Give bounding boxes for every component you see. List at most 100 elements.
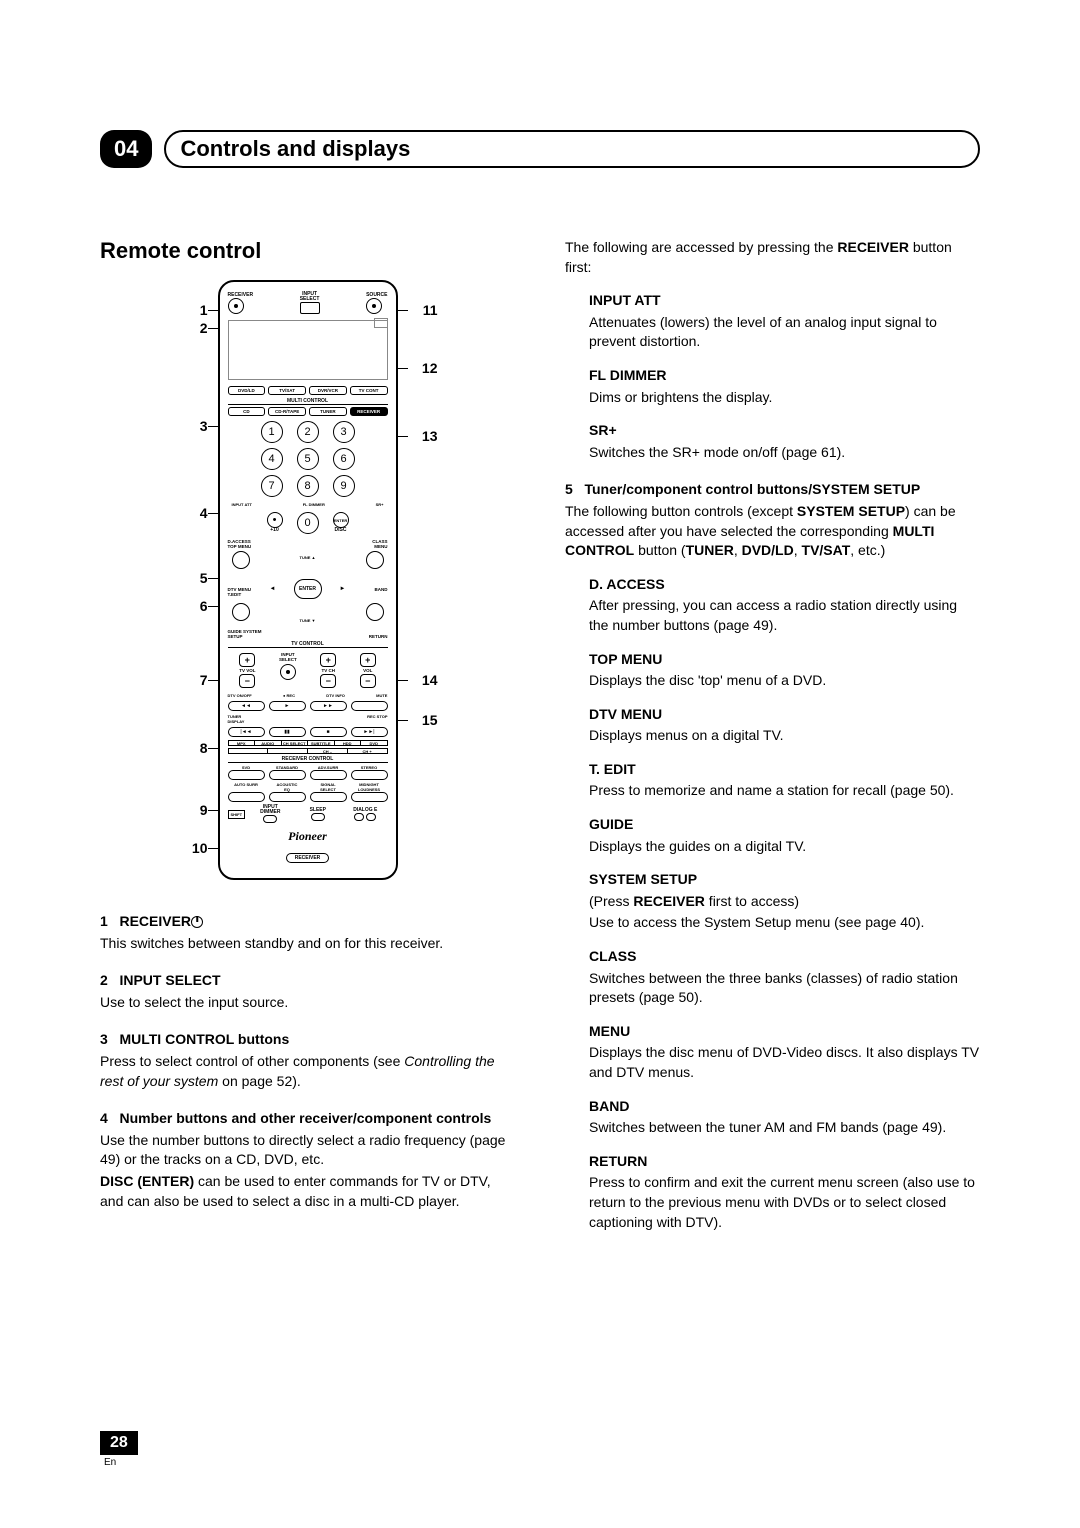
columns: Remote control 1 2 3 4 5 6 7 8 9 10 11 1… <box>100 238 980 1232</box>
remote-diagram: 1 2 3 4 5 6 7 8 9 10 11 12 13 14 15 <box>178 280 438 880</box>
dim-b2 <box>311 813 325 821</box>
chapter-header: 04 Controls and displays <box>100 130 980 168</box>
sub-topmenu: TOP MENU <box>589 650 980 670</box>
callout-2: 2 <box>178 320 208 336</box>
num-5: 5 <box>297 448 319 470</box>
tr-play: ► <box>269 701 306 711</box>
sub-syssetup-p1: (Press RECEIVER first to access) <box>589 892 980 912</box>
vol-dn: − <box>360 674 376 688</box>
lbl-sr: SR+ <box>376 502 384 507</box>
callout-13: 13 <box>422 428 438 444</box>
num-0: 0 <box>297 512 319 534</box>
lbl-rc: RECEIVER CONTROL <box>228 756 388 763</box>
input-select-btn <box>300 302 320 314</box>
tr-next: ►► <box>310 701 347 711</box>
lbl-disc: DISC <box>333 528 349 533</box>
lbl-inpsel2: INPUT SELECT <box>279 652 297 662</box>
rc-b8 <box>351 792 388 802</box>
sub-return-p: Press to confirm and exit the current me… <box>589 1173 980 1232</box>
mc-row1: DVD/LD TV/SAT DVR/VCR TV CONT <box>228 386 388 395</box>
tr-skf: ►►| <box>351 727 388 737</box>
remote-body: RECEIVER INPUT SELECT SOURCE DVD/LD TV/S… <box>218 280 398 880</box>
tr-stop: ■ <box>310 727 347 737</box>
lbl-tvvol: TV VOL <box>239 668 255 673</box>
mc-label: MULTI CONTROL <box>228 398 388 405</box>
lbl-sleep: SLEEP <box>296 808 340 813</box>
rc-l5: AUTO SURR <box>228 782 265 792</box>
item-4-text2: DISC (ENTER) can be used to enter comman… <box>100 1172 515 1211</box>
left-body: 1 RECEIVER This switches between standby… <box>100 912 515 1211</box>
sub-daccess: D. ACCESS <box>589 575 980 595</box>
callout-15: 15 <box>422 712 438 728</box>
rc-b1 <box>228 770 265 780</box>
callout-11: 11 <box>423 302 438 318</box>
tr-pause: ▮▮ <box>269 727 306 737</box>
mc-cdrtape: CD-R/TAPE <box>268 407 306 416</box>
lbl-fldimmer: FL DIMMER <box>303 502 325 507</box>
lbl-band: BAND <box>375 587 388 592</box>
right-column: The following are accessed by pressing t… <box>565 238 980 1232</box>
right-intro: The following are accessed by pressing t… <box>565 238 980 277</box>
lbl-return: RETURN <box>369 634 388 639</box>
num-7: 7 <box>261 475 283 497</box>
sub-sr: SR+ <box>589 421 980 441</box>
lbl-tvcontrol: TV CONTROL <box>228 641 388 648</box>
chapter-number: 04 <box>100 130 152 168</box>
dim-b4 <box>366 813 376 821</box>
tvch-up: + <box>320 653 336 667</box>
num-1: 1 <box>261 421 283 443</box>
dot-btn: • <box>267 512 283 528</box>
lcd-panel <box>228 320 388 380</box>
rc-b7 <box>310 792 347 802</box>
callout-4: 4 <box>178 505 208 521</box>
sub-topmenu-p: Displays the disc 'top' menu of a DVD. <box>589 671 980 691</box>
page-number: 28 <box>100 1431 138 1455</box>
lbl-tvch: TV CH <box>320 668 336 673</box>
ir-window <box>374 318 388 328</box>
sub-syssetup-p2: Use to access the System Setup menu (see… <box>589 913 980 933</box>
item-1-text: This switches between standby and on for… <box>100 934 515 954</box>
lbl-tunerdisp: TUNER DISPLAY <box>228 714 245 724</box>
tr-prev: ◄◄ <box>228 701 265 711</box>
mc-receiver: RECEIVER <box>350 407 388 416</box>
lbl-dtvonoff: DTV ON/OFF <box>228 693 252 698</box>
rc-b4 <box>351 770 388 780</box>
sub-menu-p: Displays the disc menu of DVD-Video disc… <box>589 1043 980 1082</box>
item-4-head: 4 Number buttons and other receiver/comp… <box>100 1109 515 1129</box>
lbl-source: SOURCE <box>366 293 387 298</box>
item-1-head: 1 RECEIVER <box>100 912 515 932</box>
item-3-head: 3 MULTI CONTROL buttons <box>100 1030 515 1050</box>
mc-dvdld: DVD/LD <box>228 386 266 395</box>
sub-dtvmenu-p: Displays menus on a digital TV. <box>589 726 980 746</box>
lbl-dimmer2: INPUT DIMMER <box>248 805 292 815</box>
arc-bl <box>232 603 250 621</box>
mc-tuner: TUNER <box>309 407 347 416</box>
sub-fldimmer: FL DIMMER <box>589 366 980 386</box>
arc-tl <box>232 551 250 569</box>
sub-inputatt: INPUT ATT <box>589 291 980 311</box>
mc-dvrvcr: DVR/VCR <box>309 386 347 395</box>
enter-small: ENTER <box>333 512 349 528</box>
chapter-title: Controls and displays <box>164 130 980 168</box>
sub-class: CLASS <box>589 947 980 967</box>
item-5-head: 5 Tuner/component control buttons/SYSTEM… <box>565 480 980 500</box>
lbl-tedit: T.EDIT <box>228 592 242 597</box>
item-3-text: Press to select control of other compone… <box>100 1052 515 1091</box>
callout-5: 5 <box>178 570 208 586</box>
item-2-text: Use to select the input source. <box>100 993 515 1013</box>
item-2-head: 2 INPUT SELECT <box>100 971 515 991</box>
num-6: 6 <box>333 448 355 470</box>
sub-menu: MENU <box>589 1022 980 1042</box>
power-icon <box>191 916 203 928</box>
sub-tedit: T. EDIT <box>589 760 980 780</box>
rc-b2 <box>269 770 306 780</box>
lbl-dtvinfo: DTV INFO <box>326 693 345 698</box>
rc-b5 <box>228 792 265 802</box>
bar2: CH –CH + <box>228 748 388 754</box>
sub-return: RETURN <box>589 1152 980 1172</box>
rc-l6: ACOUSTIC EQ <box>269 782 306 792</box>
sub-class-p: Switches between the three banks (classe… <box>589 969 980 1008</box>
item-5-text: The following button controls (except SY… <box>565 502 980 561</box>
mc-cd: CD <box>228 407 266 416</box>
sub-fldimmer-p: Dims or brightens the display. <box>589 388 980 408</box>
